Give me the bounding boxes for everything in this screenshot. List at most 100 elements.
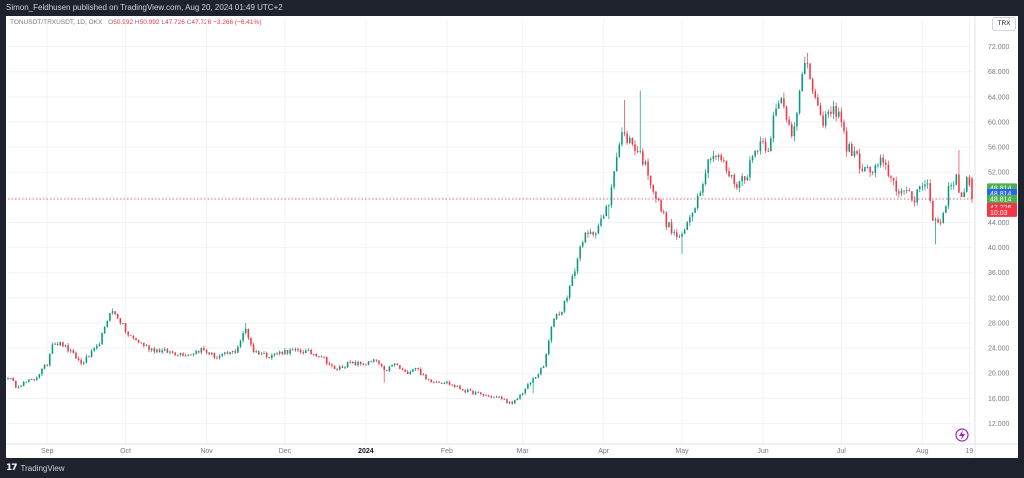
candle-body [704,173,707,185]
y-tick-label: 40.000 [988,245,1010,252]
candle [187,354,190,357]
candle [307,348,310,352]
publisher-header: Simon_Feldhusen published on TradingView… [0,0,1024,16]
candle [835,102,837,122]
candle-body [284,350,286,355]
candle [691,212,694,222]
candle-body [796,113,798,127]
candle-body [67,345,69,352]
candle [579,245,581,262]
candle [221,353,224,357]
candle [576,257,579,275]
tradingview-logo[interactable]: 17 TradingView [6,463,65,473]
candle [871,171,874,176]
candle [777,100,780,109]
candle-body [111,311,114,313]
candle [937,216,939,224]
candle [383,365,385,383]
candle [252,342,255,353]
candle-body [333,365,336,370]
candle [555,313,558,320]
candle [571,273,574,287]
candle [46,364,48,367]
candle-body [237,346,239,353]
candle-body [472,390,474,395]
chart-panel[interactable]: TONUSDT/TRXUSDT, 1D, OKX O50.992 H50.992… [6,16,1018,458]
candle-body [25,381,28,383]
candle [707,158,709,179]
candle-body [871,172,874,174]
candle-body [130,335,132,337]
candle [678,234,681,238]
candle [137,339,140,344]
candle [310,348,312,355]
candle [135,337,137,341]
candle-body [660,200,662,212]
candle [950,182,952,191]
candle-body [318,356,320,358]
candle [153,346,156,354]
symbol-label[interactable]: TONUSDT/TRXUSDT, 1D, OKX [10,19,103,26]
candle [312,353,315,356]
candle-body [749,160,751,178]
y-tick-label: 36.000 [988,270,1010,277]
open-label: O [108,19,114,26]
candle [864,166,866,173]
candle [887,160,890,178]
price-tag-label: 48.814 [990,185,1012,192]
candle [122,322,124,325]
candle-body [728,171,730,177]
candle [218,354,221,360]
candle [190,353,192,356]
price-axis[interactable]: 72.00068.00064.00060.00056.00052.00048.0… [974,16,1010,458]
candle-body [399,365,401,369]
candle [294,347,297,352]
candle [404,368,406,372]
candle [333,365,336,370]
candle-body [960,192,963,198]
candle [459,384,461,390]
candle [767,147,770,153]
candle [960,191,963,198]
x-tick-label: Jun [757,448,768,455]
flash-icon[interactable] [955,428,969,442]
candle-body [480,392,482,395]
candle [934,217,937,245]
candle [320,355,323,358]
candle-body [971,178,973,200]
candle [239,339,242,349]
candle [166,347,169,354]
candle-body [179,353,182,355]
candle-body [260,353,263,355]
time-axis[interactable]: Sep Oct Nov Dec 2024 Feb Mar Apr May Jun Jul Aug 19 [6,443,1018,455]
candle-body [686,222,689,230]
candle [628,135,631,145]
candlestick-chart[interactable]: 72.00068.00064.00060.00056.00052.00048.0… [6,16,1018,458]
candle [456,385,459,388]
candle [649,175,652,189]
candle-body [853,151,856,156]
currency-button[interactable]: TRX [992,17,1016,31]
candle-body [874,165,877,173]
candle [85,354,88,364]
candle [696,193,699,211]
candle [474,390,477,396]
candle [213,352,216,360]
candle-body [464,390,466,393]
candle-body [101,333,103,345]
candle-body [372,359,375,362]
candle-body [772,115,775,139]
candle-body [673,232,675,234]
candle-body [33,379,35,381]
candle-body [655,191,657,199]
candle [623,99,626,137]
candle [93,346,95,352]
candle-body [858,153,861,169]
candle-body [177,354,179,356]
candle [346,361,349,369]
candle [244,322,247,335]
candle [618,142,621,158]
candle [809,62,811,80]
candle-body [119,318,122,324]
candle [171,350,174,354]
